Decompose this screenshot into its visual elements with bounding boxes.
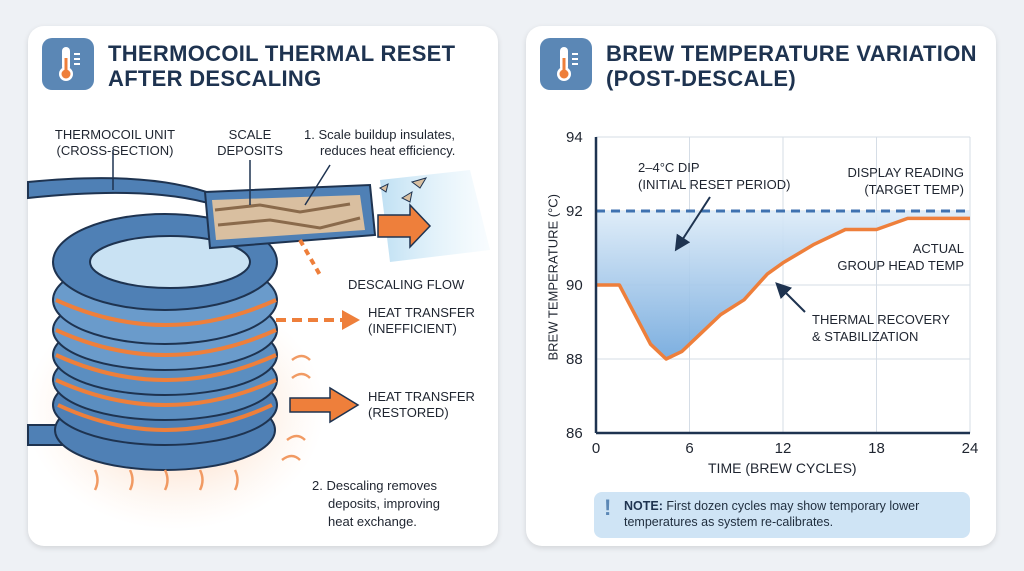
note-text: temperatures as system re-calibrates. [624,515,834,529]
inefficient-arrow-head-icon [342,310,360,330]
y-tick-label: 92 [566,203,583,220]
exclamation-icon: ! [604,495,612,520]
dip-annotation: (INITIAL RESET PERIOD) [638,177,791,192]
descaling-flow-arrow-icon [298,239,322,276]
x-tick-label: 24 [961,440,979,457]
target-label: (TARGET TEMP) [864,182,964,197]
step2-label: 2. Descaling removes deposits, improving h… [312,478,440,529]
series-label: ACTUAL [912,241,964,256]
y-tick-label: 94 [566,129,583,146]
recovery-arrow-icon [775,282,806,313]
series-label: GROUP HEAD TEMP [837,258,964,273]
dip-arrow-icon [674,196,711,252]
x-tick-label: 18 [868,440,885,457]
target-label: DISPLAY READING [847,165,964,180]
restored-arrow-icon [289,386,360,424]
y-tick-label: 88 [566,351,583,368]
note-callout: ! NOTE: First dozen cycles may show temp… [594,492,970,538]
y-tick-label: 90 [566,277,583,294]
dip-annotation: 2–4°C DIP [638,160,700,175]
scale-deposits-label: SCALE DEPOSITS [217,127,283,158]
x-axis-label: TIME (BREW CYCLES) [708,460,857,476]
heat-transfer-inefficient-label: HEAT TRANSFER (INEFFICIENT) [368,305,475,336]
recovery-annotation: THERMAL RECOVERY [812,312,950,327]
heat-waves-icon [93,354,311,491]
label-leader-lines [112,150,331,206]
note-label: NOTE: [624,499,663,513]
y-tick-label: 86 [566,425,583,442]
panel-title: BREW TEMPERATURE VARIATION (POST-DESCALE) [606,41,977,91]
x-tick-label: 0 [591,440,601,457]
coil [52,213,278,471]
note-text: First dozen cycles may show temporary lo… [666,499,920,513]
thermocoil-unit-label: THERMOCOIL UNIT (CROSS-SECTION) [54,127,176,158]
actual-temp-line [596,216,970,361]
thermometer-icon [42,38,94,90]
step1-label: 1. Scale buildup insulates, reduces heat … [304,127,456,158]
heat-transfer-restored-label: HEAT TRANSFER (RESTORED) [368,389,475,420]
panel-title: THERMOCOIL THERMAL RESET AFTER DESCALING [108,41,456,91]
x-tick-label: 12 [774,440,792,457]
descaling-flow-label: DESCALING FLOW [348,277,465,292]
scale-debris [379,177,428,203]
scale-pipe [203,183,377,250]
recovery-annotation: & STABILIZATION [812,329,919,344]
x-tick-label: 6 [685,440,694,457]
flow-arrow-icon [377,203,432,249]
y-axis-label: BREW TEMPERATURE (°C) [545,194,561,361]
thermometer-icon [540,38,592,90]
